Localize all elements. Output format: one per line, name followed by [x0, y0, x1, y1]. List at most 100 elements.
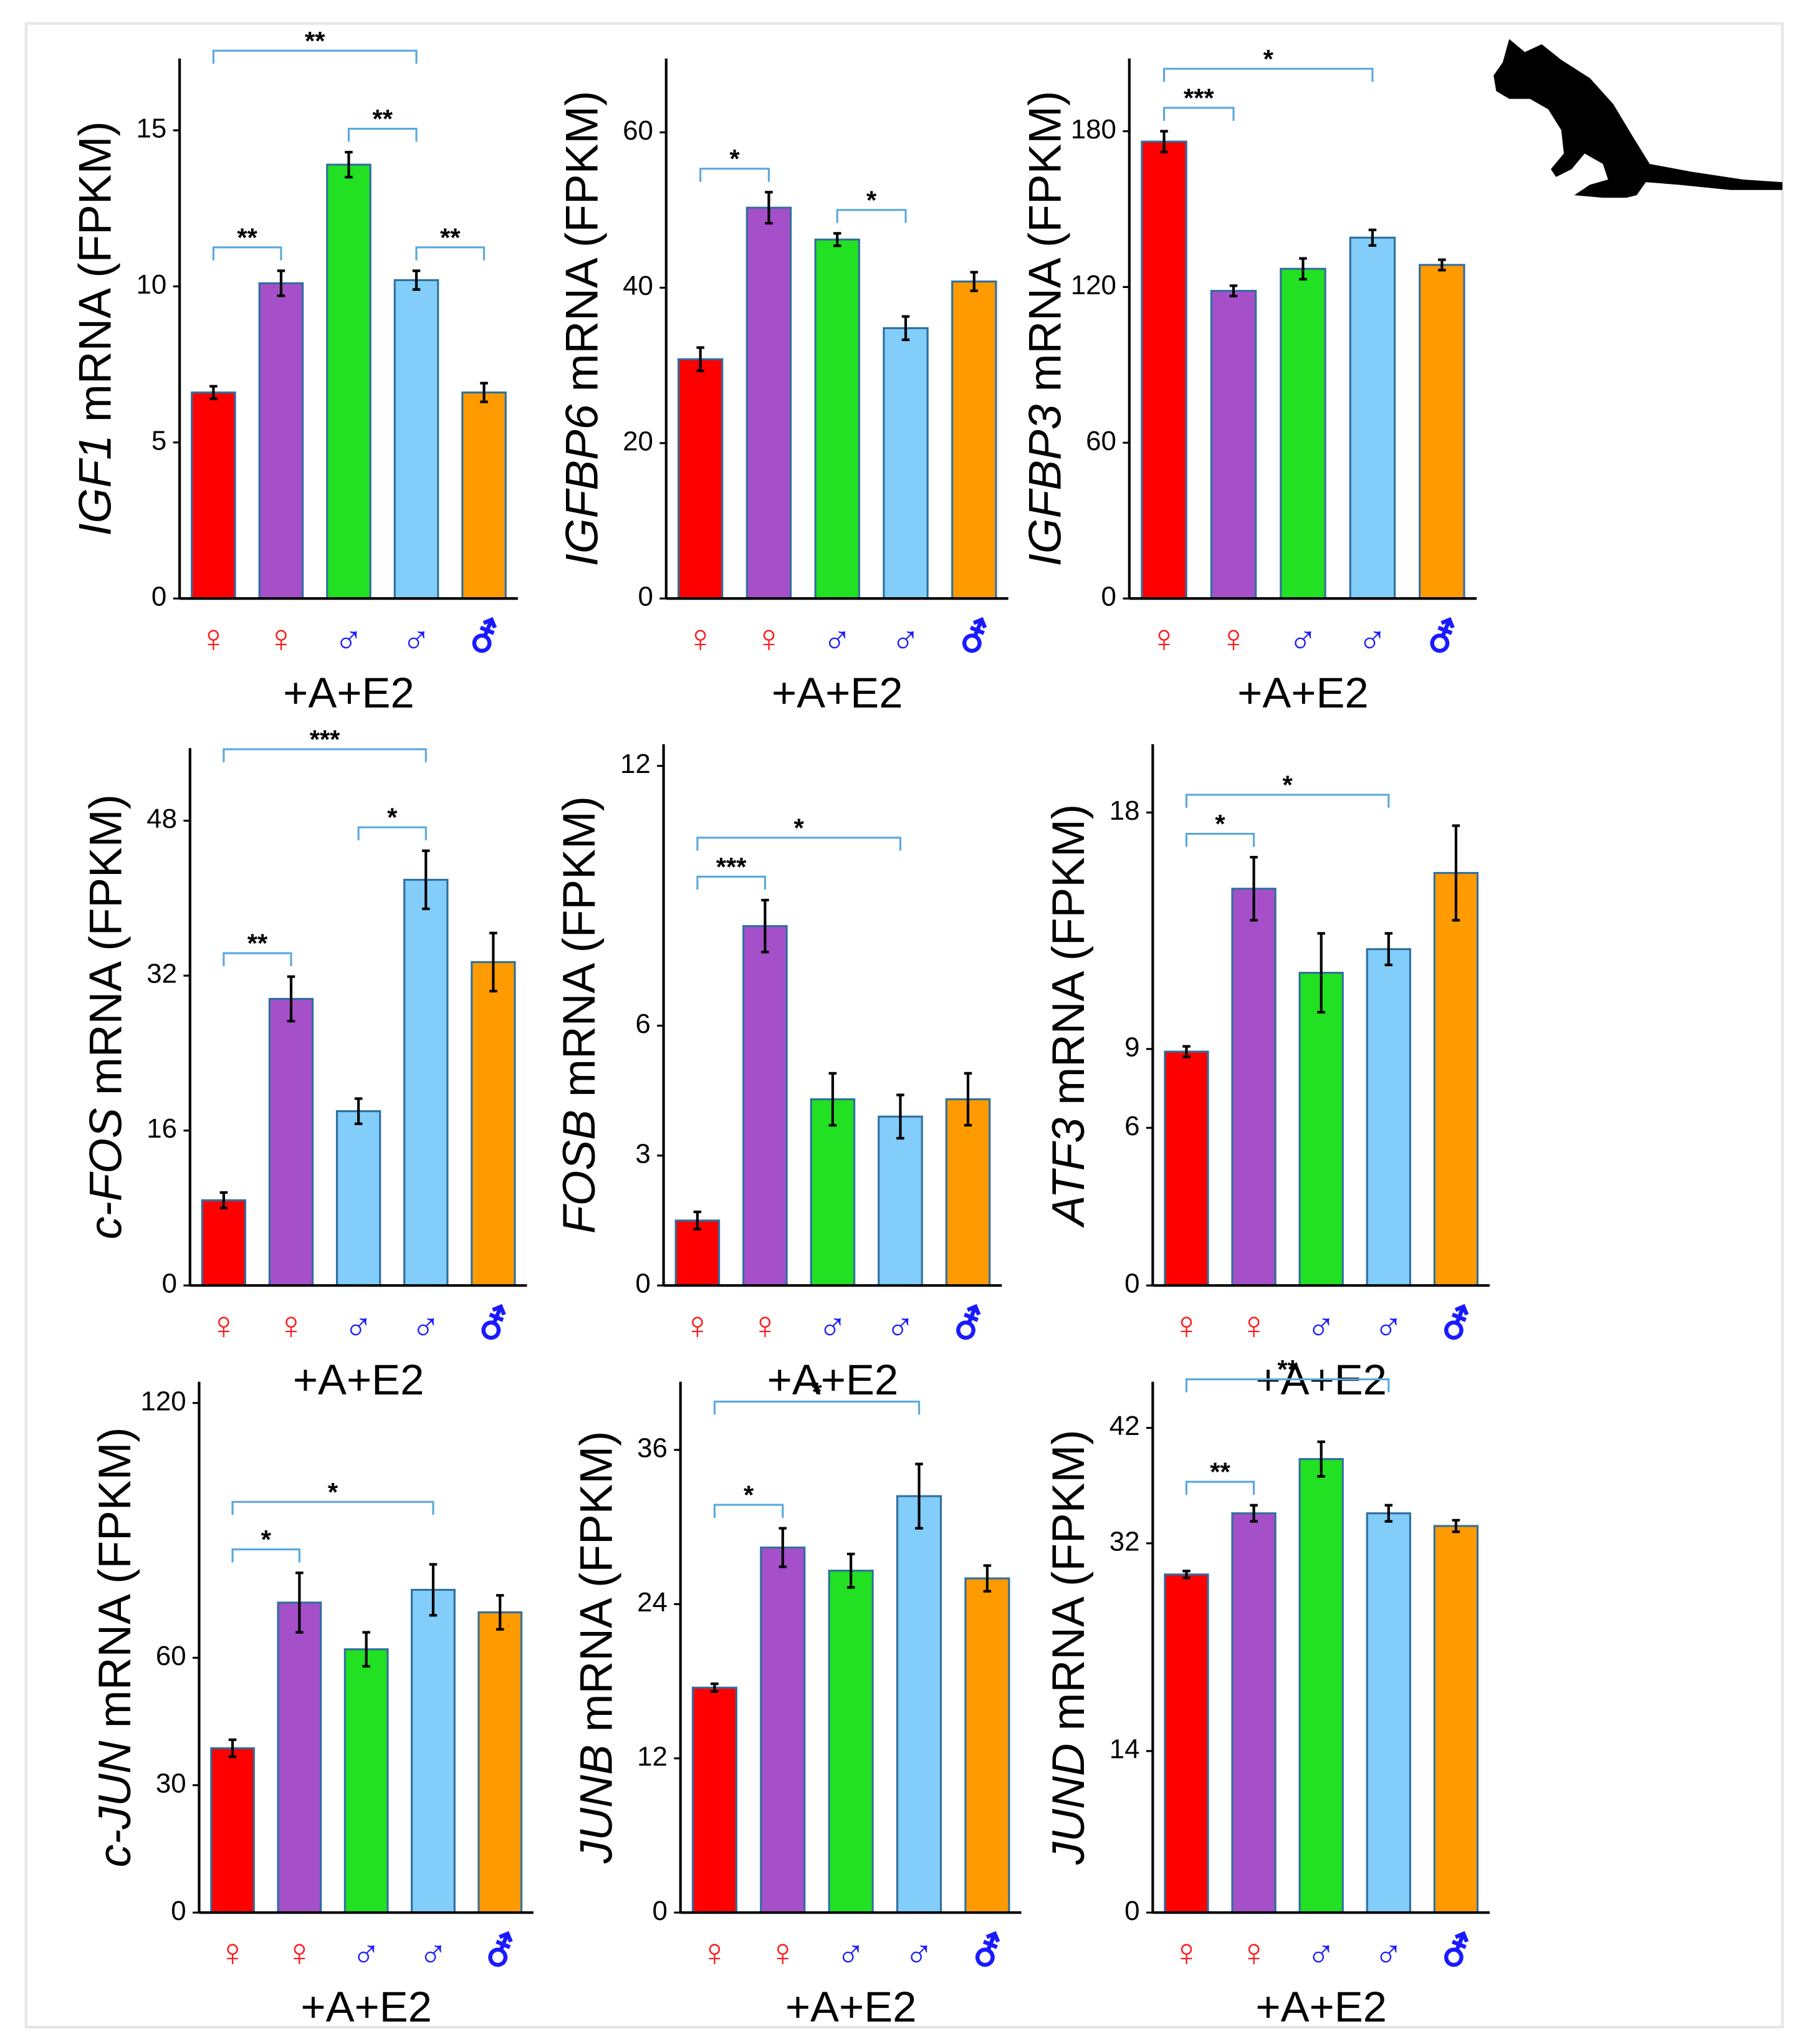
y-tick-label: 60	[156, 1641, 186, 1671]
bar	[883, 327, 929, 600]
significance-bracket	[836, 209, 907, 223]
category-label: ♂	[334, 617, 363, 661]
category-label: ♂	[891, 617, 921, 661]
y-tick-label: 40	[623, 271, 653, 301]
y-axis-label-unit: mRNA (FPKM)	[554, 796, 605, 1097]
category-label: ♂	[1374, 1304, 1403, 1348]
category-label: ♀	[285, 1931, 314, 1975]
category-label: ♂	[904, 1931, 934, 1975]
significance-label: *	[328, 1477, 338, 1507]
category-label: ♂	[411, 1304, 441, 1348]
y-tick-label: 14	[1109, 1734, 1140, 1765]
category-label: ♂	[886, 1304, 915, 1348]
y-axis-label: FOSB mRNA (FPKM)	[554, 796, 605, 1234]
significance-label: **	[373, 104, 393, 133]
significance-label: *	[261, 1525, 272, 1554]
y-tick-label: 0	[638, 582, 653, 612]
bar	[742, 925, 788, 1287]
category-label: ♀	[768, 1931, 797, 1975]
x-axis-label: +A+E2	[283, 669, 415, 717]
y-axis-label: c-FOS mRNA (FPKM)	[81, 794, 132, 1239]
y-axis-label: IGFBP3 mRNA (FPKM)	[1020, 91, 1071, 567]
category-label: ♀	[1149, 617, 1179, 661]
significance-label: ***	[310, 724, 340, 754]
x-axis-label: +A+E2	[772, 669, 903, 717]
bar	[1141, 140, 1187, 600]
significance-bracket	[699, 168, 770, 182]
bar	[326, 163, 371, 600]
bar	[1366, 948, 1411, 1287]
category-label: ⚦	[1426, 617, 1458, 661]
category-label: ♂	[344, 1304, 373, 1348]
category-label: ♀	[1172, 1304, 1201, 1348]
significance-bracket	[1185, 1480, 1255, 1495]
kangaroo-silhouette	[1493, 39, 1783, 198]
bar	[951, 281, 997, 600]
significance-label: *	[1215, 809, 1225, 838]
y-tick-label: 0	[1101, 582, 1116, 612]
significance-bracket	[231, 1548, 300, 1563]
y-tick-label: 32	[146, 959, 177, 989]
y-tick-label: 16	[146, 1113, 177, 1144]
significance-label: **	[1277, 1355, 1298, 1384]
category-label: ♂	[1306, 1304, 1336, 1348]
category-label: ⚦	[952, 1303, 984, 1348]
category-label: ♀	[1219, 617, 1248, 661]
y-axis-label-gene: c-FOS	[81, 1108, 132, 1239]
significance-label: *	[866, 185, 877, 214]
bar	[1164, 1573, 1209, 1914]
bar	[1164, 1050, 1209, 1287]
significance-label: *	[744, 1480, 754, 1510]
y-tick-label: 60	[623, 115, 653, 146]
category-label: ♂	[818, 1304, 847, 1348]
significance-bracket	[223, 952, 292, 966]
y-tick-label: 0	[171, 1896, 186, 1926]
bar	[814, 238, 860, 600]
category-label: ♂	[1288, 617, 1318, 661]
y-tick-label: 3	[635, 1138, 650, 1169]
y-tick-label: 0	[1124, 1896, 1139, 1926]
category-label: ♀	[218, 1931, 247, 1975]
y-tick-label: 6	[635, 1009, 650, 1039]
category-label: ♀	[1239, 1931, 1268, 1975]
significance-bracket	[696, 875, 766, 890]
y-tick-label: 48	[146, 804, 177, 834]
bar	[760, 1547, 806, 1914]
y-axis-label-gene: JUNB	[572, 1745, 622, 1864]
category-label: ♂	[1358, 617, 1387, 661]
significance-label: **	[440, 223, 461, 252]
significance-bracket	[357, 826, 427, 841]
y-tick-label: 12	[637, 1741, 668, 1772]
frame	[24, 22, 1784, 2028]
bar	[964, 1577, 1010, 1914]
category-label: ♂	[352, 1931, 381, 1975]
bar	[828, 1570, 874, 1914]
x-axis-label: +A+E2	[1237, 669, 1369, 717]
bar	[1349, 236, 1396, 600]
bar	[1231, 888, 1277, 1287]
significance-label: **	[237, 223, 257, 252]
y-tick-label: 12	[620, 749, 651, 779]
category-label: ⚦	[958, 617, 990, 661]
y-axis-label: JUND mRNA (FPKM)	[1043, 1429, 1094, 1865]
significance-label: *	[812, 1377, 822, 1406]
bar	[745, 206, 792, 600]
bar	[878, 1115, 923, 1287]
x-axis-label: +A+E2	[767, 1356, 899, 1404]
bar	[191, 391, 236, 600]
significance-bracket	[713, 1400, 921, 1415]
y-tick-label: 20	[623, 426, 653, 456]
y-axis-label-gene: JUND	[1043, 1744, 1094, 1866]
category-label: ♀	[700, 1931, 729, 1975]
y-tick-label: 60	[1086, 426, 1116, 456]
y-tick-label: 120	[140, 1386, 186, 1416]
y-axis-label: JUNB mRNA (FPKM)	[572, 1431, 622, 1864]
bar	[810, 1098, 856, 1287]
y-tick-label: 6	[1124, 1111, 1139, 1141]
category-label: ⚦	[971, 1931, 1004, 1975]
category-label: ♀	[750, 1304, 780, 1348]
bar	[1280, 267, 1326, 600]
significance-label: *	[387, 803, 398, 832]
category-label: ♂	[1374, 1931, 1403, 1975]
